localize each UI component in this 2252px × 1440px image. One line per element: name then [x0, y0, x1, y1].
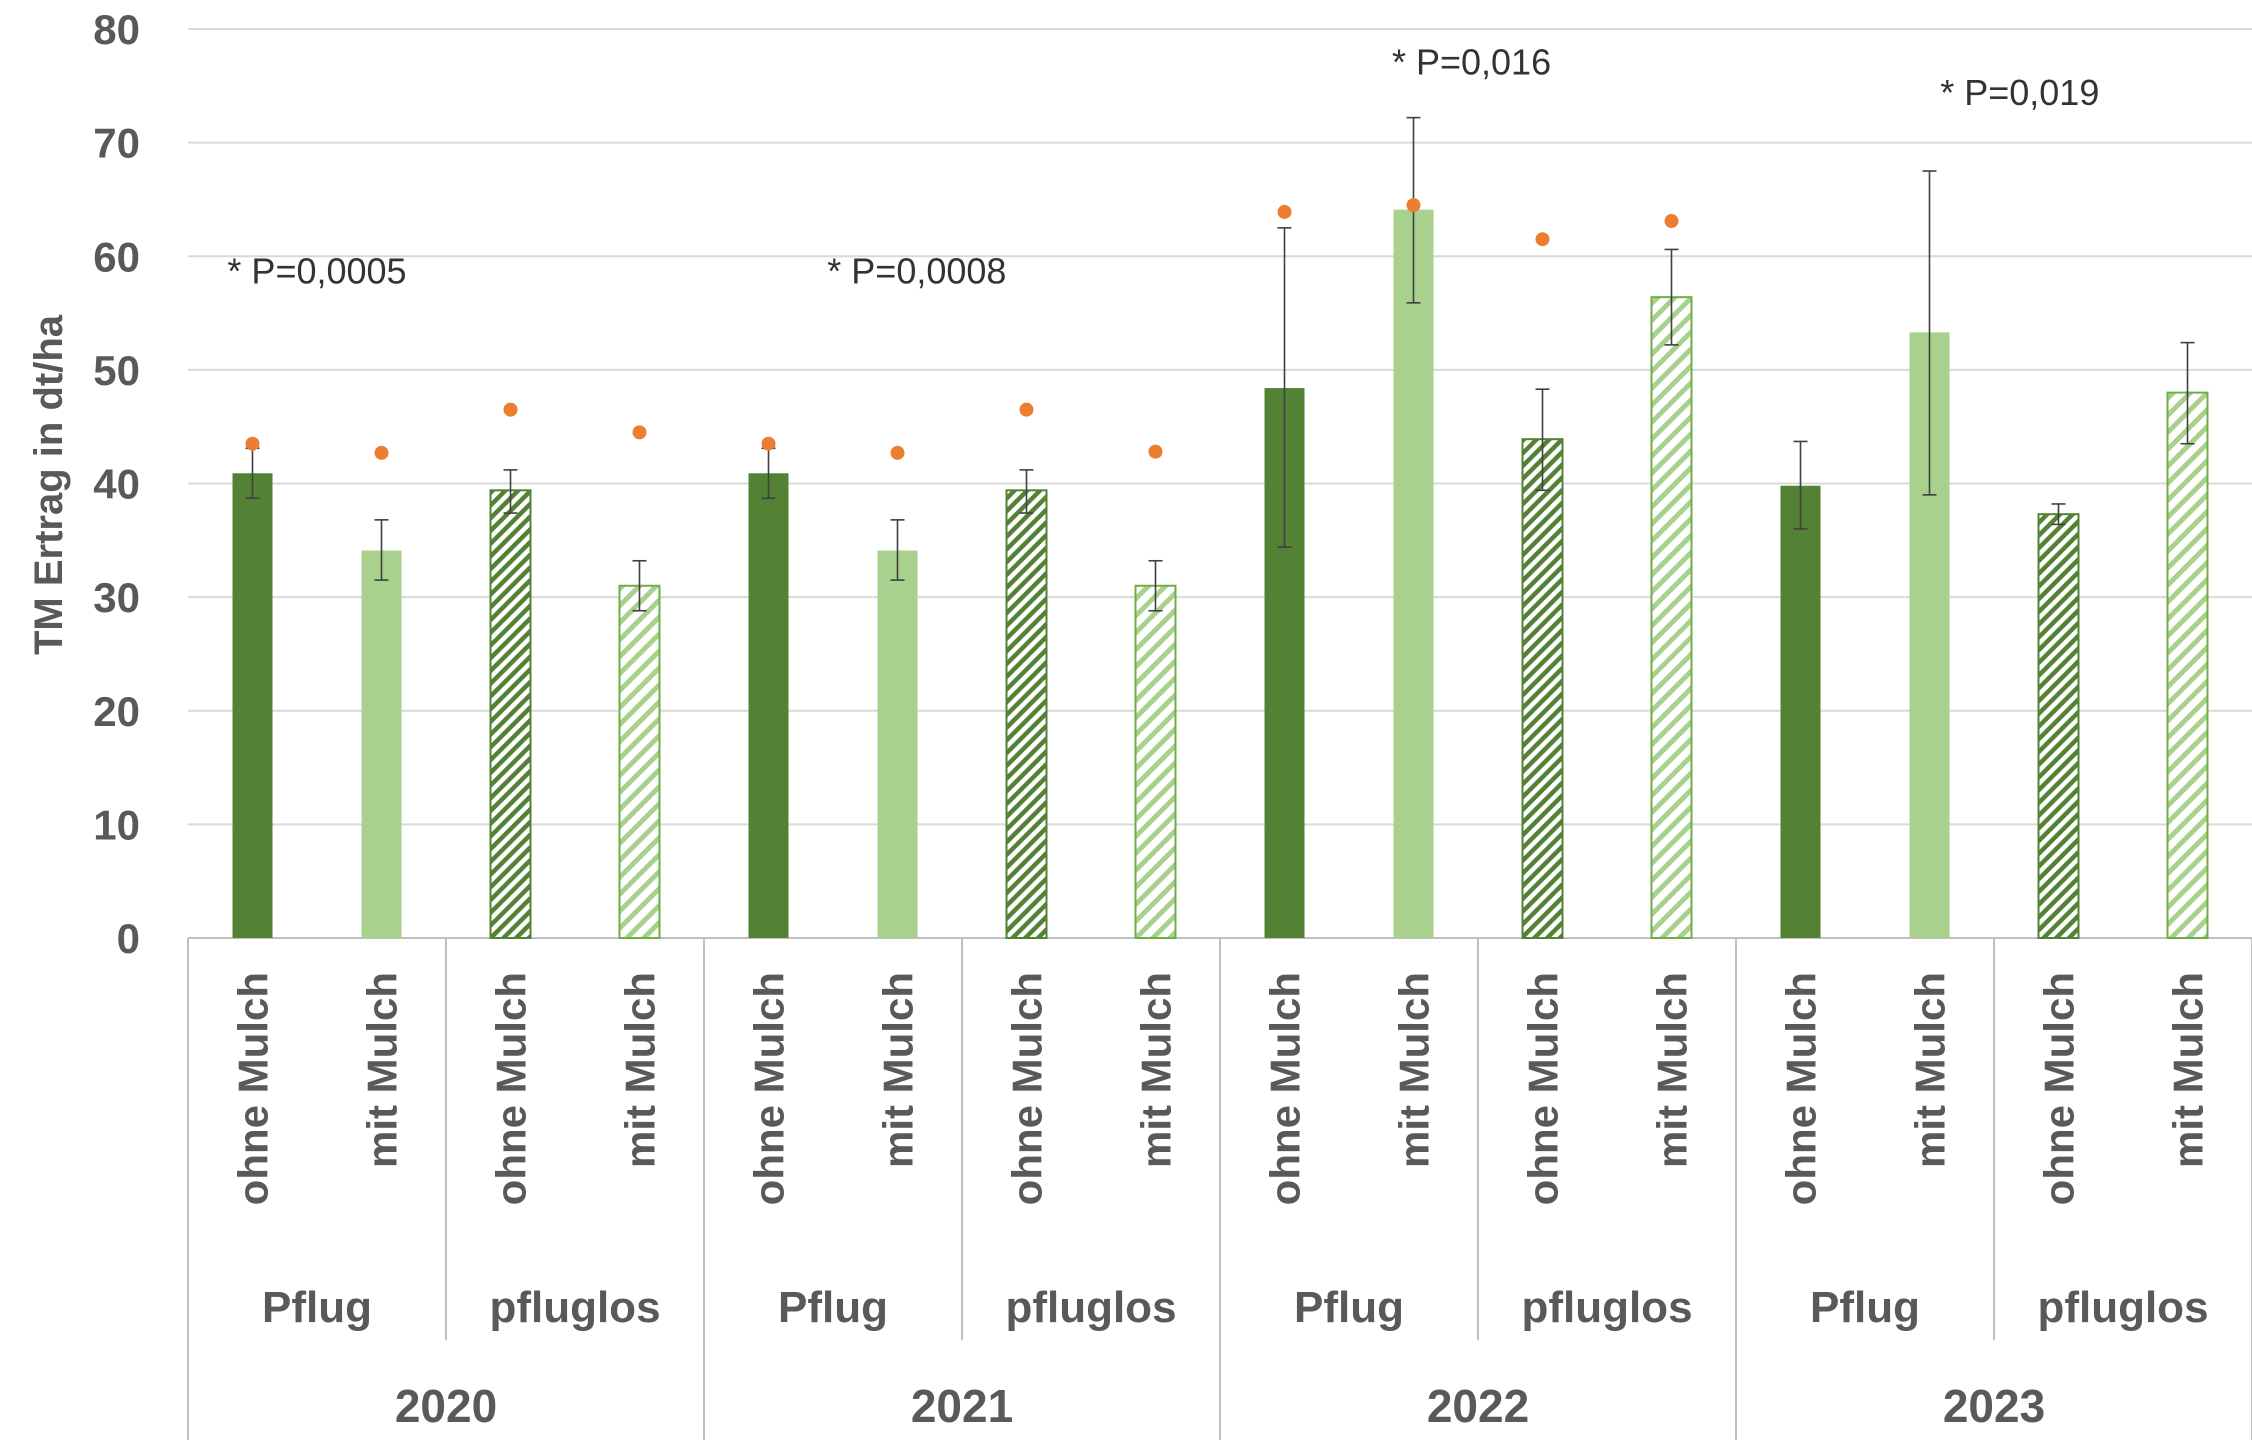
x-mulch-label: mit Mulch	[1907, 972, 1954, 1168]
x-mulch-label: mit Mulch	[875, 972, 922, 1168]
bar	[489, 489, 532, 939]
marker-point	[1019, 402, 1034, 417]
p-value-annotation: * P=0,0005	[227, 251, 406, 292]
marker-point	[374, 445, 389, 460]
bar	[748, 473, 789, 938]
marker-point	[503, 402, 518, 417]
y-tick-label: 80	[93, 6, 140, 53]
y-tick-label: 10	[93, 801, 140, 848]
bars	[232, 209, 2209, 940]
x-tillage-label: pfluglos	[2037, 1283, 2208, 1332]
marker-point	[245, 436, 260, 451]
marker-point	[632, 425, 647, 440]
x-mulch-label: ohne Mulch	[746, 972, 793, 1205]
x-year-label: 2020	[395, 1380, 497, 1432]
marker-point	[1535, 232, 1550, 247]
p-value-annotation: * P=0,0008	[827, 251, 1006, 292]
bar	[1521, 438, 1564, 939]
gridlines	[188, 28, 2252, 826]
x-mulch-label: ohne Mulch	[488, 972, 535, 1205]
x-tillage-label: Pflug	[1810, 1283, 1920, 1332]
x-year-label: 2022	[1427, 1380, 1529, 1432]
y-tick-label: 70	[93, 120, 140, 167]
p-value-annotation: * P=0,016	[1392, 41, 1551, 82]
x-year-label: 2023	[1943, 1380, 2045, 1432]
y-tick-label: 50	[93, 347, 140, 394]
bar	[1005, 489, 1048, 939]
x-year-label: 2021	[911, 1380, 1013, 1432]
x-mulch-label: mit Mulch	[1133, 972, 1180, 1168]
y-tick-label: 40	[93, 461, 140, 508]
axes	[187, 937, 2252, 1440]
x-mulch-label: mit Mulch	[1391, 972, 1438, 1168]
y-tick-label: 30	[93, 574, 140, 621]
error-bars	[245, 116, 2195, 612]
y-tick-label: 20	[93, 688, 140, 735]
x-tillage-label: pfluglos	[1521, 1283, 1692, 1332]
x-mulch-label: mit Mulch	[2165, 972, 2212, 1168]
marker-point	[890, 445, 905, 460]
x-tillage-label: Pflug	[262, 1283, 372, 1332]
markers	[245, 198, 1679, 460]
x-mulch-label: mit Mulch	[617, 972, 664, 1168]
x-tillage-label: pfluglos	[489, 1283, 660, 1332]
x-tillage-label: Pflug	[778, 1283, 888, 1332]
x-mulch-label: mit Mulch	[359, 972, 406, 1168]
marker-point	[1277, 204, 1292, 219]
bar	[1780, 485, 1821, 938]
x-mulch-label: mit Mulch	[1649, 972, 1696, 1168]
x-mulch-label: ohne Mulch	[230, 972, 277, 1205]
x-tillage-label: pfluglos	[1005, 1283, 1176, 1332]
x-mulch-label: ohne Mulch	[1520, 972, 1567, 1205]
bar	[2166, 391, 2209, 940]
x-tillage-label: Pflug	[1294, 1283, 1404, 1332]
y-axis-title: TM Ertrag in dt/ha	[27, 314, 71, 655]
marker-point	[1148, 444, 1163, 459]
bar	[2037, 513, 2080, 940]
bar	[1393, 209, 1434, 938]
bar	[618, 584, 661, 939]
bar	[1650, 296, 1693, 939]
p-value-annotation: * P=0,019	[1940, 72, 2099, 113]
x-mulch-label: ohne Mulch	[2036, 972, 2083, 1205]
y-tick-label: 0	[117, 915, 140, 962]
bar	[361, 550, 402, 938]
bar	[232, 473, 273, 938]
marker-point	[1664, 214, 1679, 229]
x-mulch-label: ohne Mulch	[1778, 972, 1825, 1205]
y-tick-label: 60	[93, 233, 140, 280]
marker-point	[1406, 198, 1421, 213]
bar	[1134, 584, 1177, 939]
x-mulch-label: ohne Mulch	[1004, 972, 1051, 1205]
bar	[877, 550, 918, 938]
marker-point	[761, 436, 776, 451]
labels: 0 10 20 30 40 50 60 70 80 ohne Mulch mit Mulch ohne…	[93, 6, 2211, 1432]
x-mulch-label: ohne Mulch	[1262, 972, 1309, 1205]
